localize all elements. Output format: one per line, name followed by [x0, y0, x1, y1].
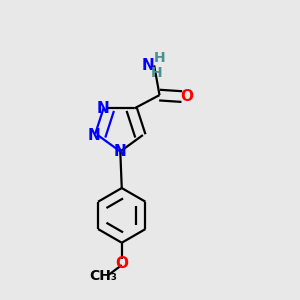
- Text: N: N: [88, 128, 100, 142]
- Text: N: N: [96, 101, 109, 116]
- Text: O: O: [180, 89, 193, 104]
- Text: H: H: [151, 66, 162, 80]
- Text: H: H: [154, 51, 165, 65]
- Text: O: O: [115, 256, 128, 271]
- Text: N: N: [141, 58, 154, 73]
- Text: N: N: [114, 144, 127, 159]
- Text: CH₃: CH₃: [89, 269, 117, 283]
